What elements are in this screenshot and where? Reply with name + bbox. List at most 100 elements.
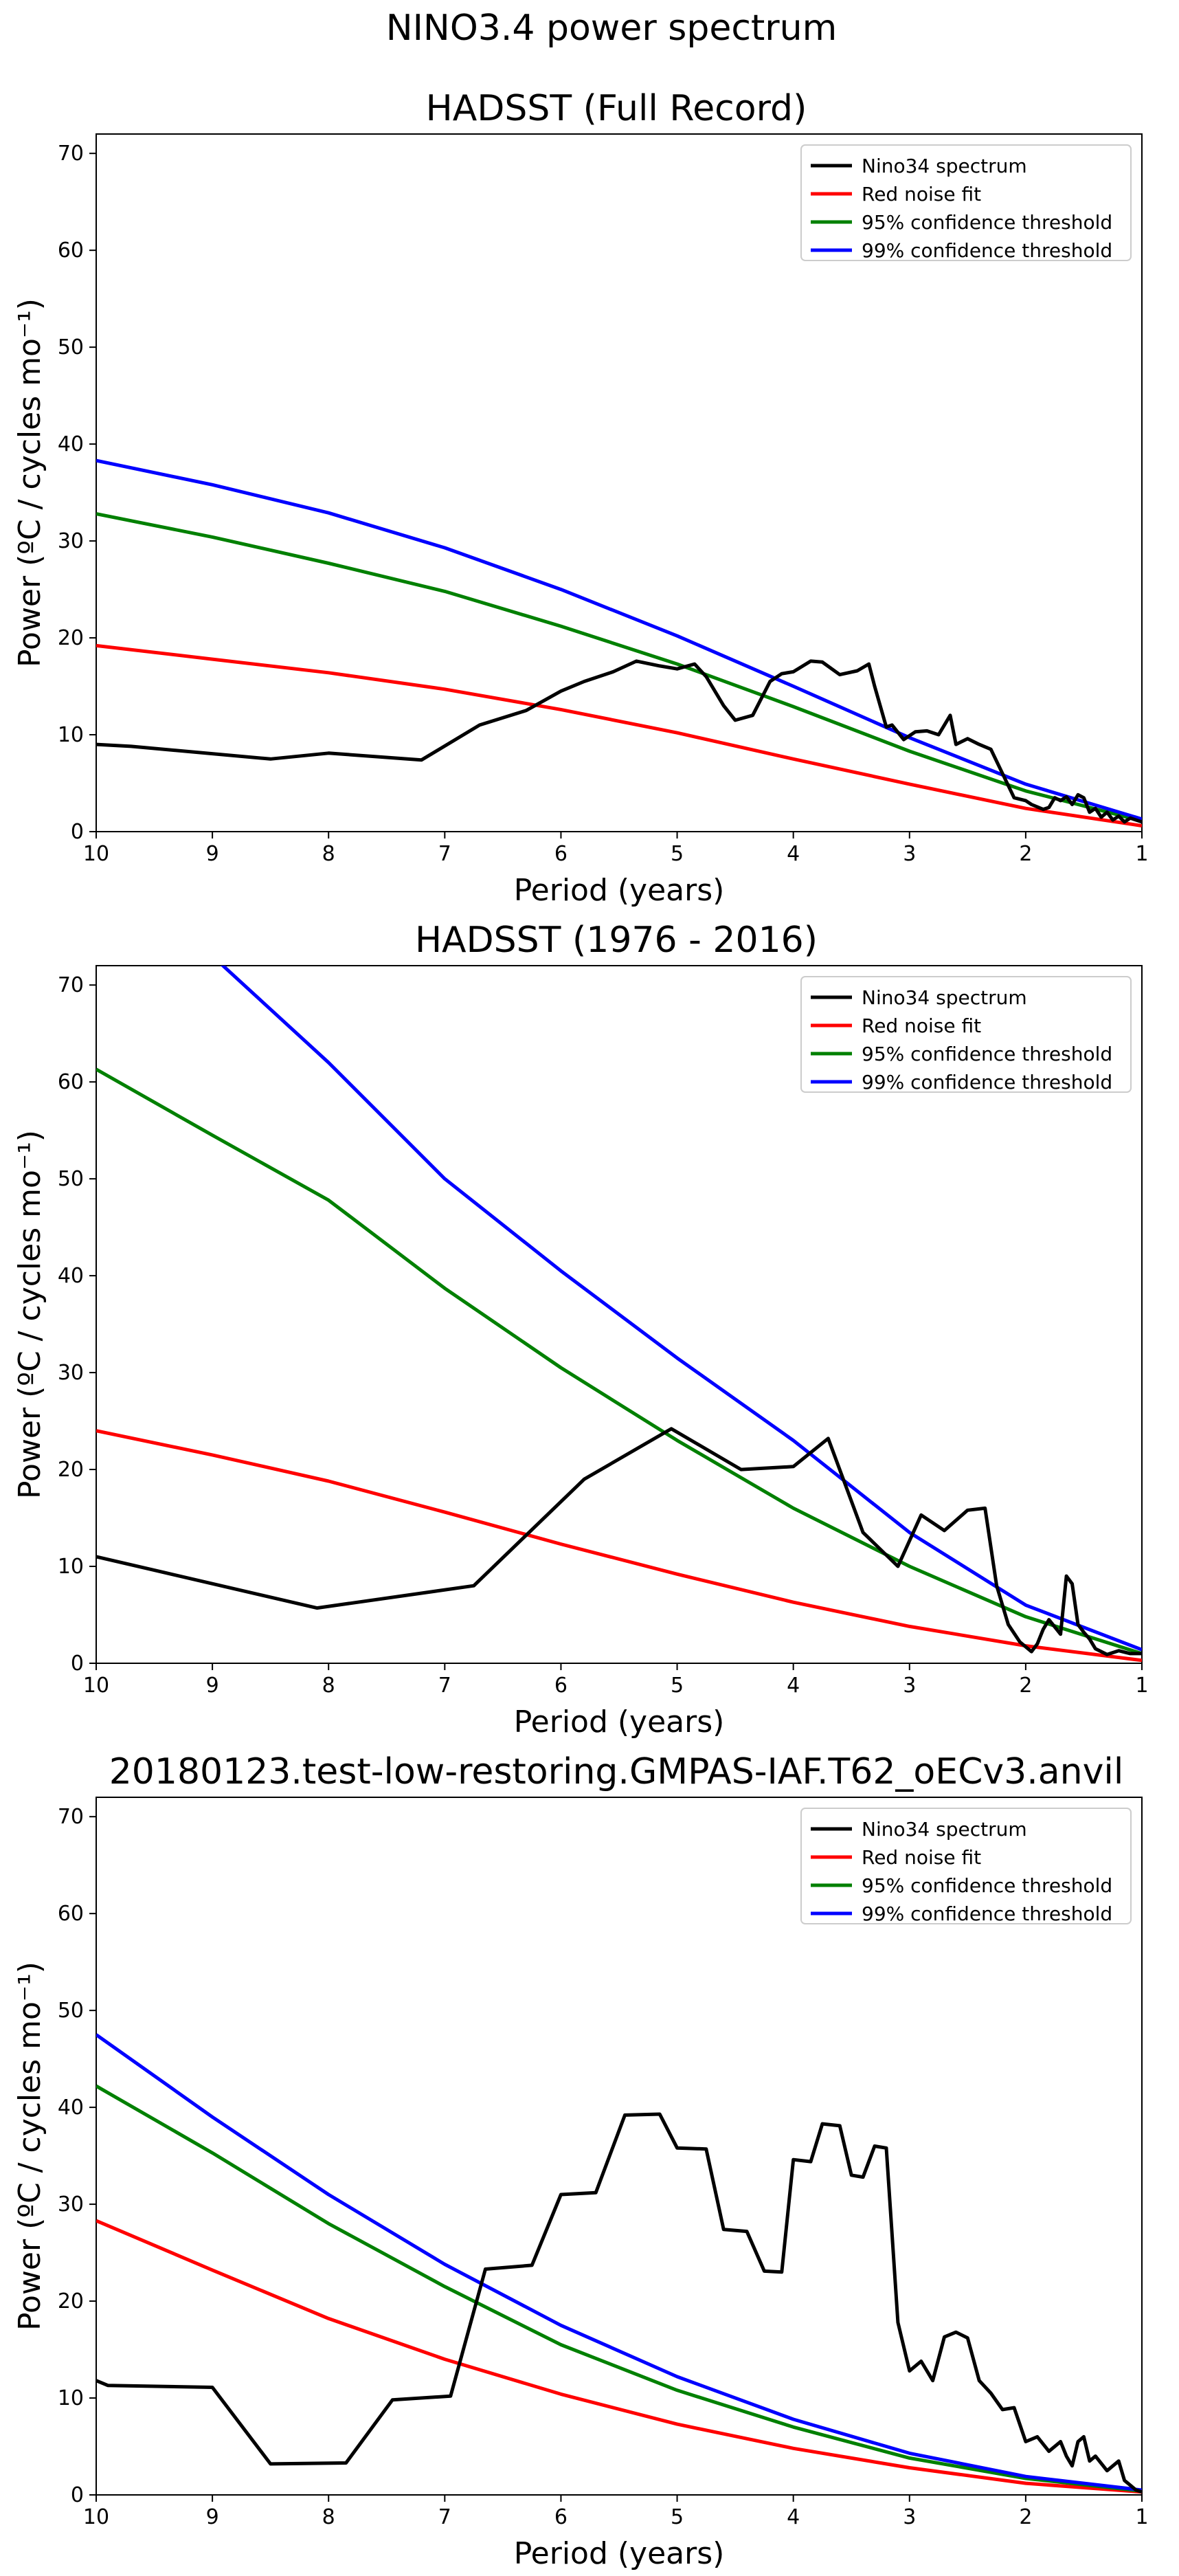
figure-suptitle: NINO3.4 power spectrum [386,8,838,49]
legend: Nino34 spectrum Red noise fit 95% confiden… [800,976,1132,1093]
legend-label: 95% confidence threshold [862,1874,1112,1897]
legend: Nino34 spectrum Red noise fit 95% confiden… [800,1808,1132,1925]
x-tick-label: 10 [83,2505,109,2529]
x-tick-label: 3 [903,2505,916,2529]
x-tick-label: 8 [322,842,335,866]
series-line-nino34-spectrum [96,2112,1142,2494]
legend-label: Nino34 spectrum [862,155,1027,177]
legend-label: 99% confidence threshold [862,1902,1112,1925]
panel-2: HADSST (1976 - 2016) 10 9 8 7 6 5 4 3 2 101020304… [12,920,1149,1740]
series-line-red-noise-fit [96,1429,1142,1663]
series-line-red-noise-fit [96,2219,1142,2494]
x-tick-label: 5 [671,842,684,866]
x-tick-label: 8 [322,1674,335,1698]
y-tick-label: 70 [58,973,84,997]
x-tick-label: 7 [438,1674,451,1698]
y-tick-label: 20 [58,626,84,650]
series-line-99-confidence-threshold [220,966,1142,1652]
y-tick-label: 60 [58,1902,84,1926]
legend-label: 99% confidence threshold [862,1071,1112,1093]
panel-3: 20180123.test-low-restoring.GMPAS-IAF.T6… [12,1751,1149,2571]
x-tick-label: 4 [787,842,800,866]
panel-1-title: HADSST (Full Record) [426,88,807,129]
panel-2-axes-frame [96,965,1143,1664]
x-axis-label: Period (years) [514,1705,725,1740]
series-line-95-confidence-threshold [96,512,1142,823]
panel-1: HADSST (Full Record) 10 9 8 7 6 5 4 3 2 101020304… [12,88,1149,908]
x-tick-label: 7 [438,2505,451,2529]
series-line-nino34-spectrum [96,659,1142,824]
y-tick-label: 50 [58,1999,84,2023]
y-tick-label: 20 [58,1458,84,1482]
legend: Nino34 spectrum Red noise fit 95% confiden… [800,144,1132,262]
y-tick-label: 30 [58,1361,84,1385]
y-tick-label: 70 [58,1805,84,1829]
x-tick-label: 1 [1135,842,1148,866]
legend-label: 95% confidence threshold [862,211,1112,234]
legend-label: 99% confidence threshold [862,239,1112,262]
panel-3-axes-frame [96,1797,1143,2496]
legend-label: Nino34 spectrum [862,1818,1027,1841]
x-axis-label: Period (years) [514,873,725,908]
legend-label: Red noise fit [862,1014,981,1037]
y-tick-label: 30 [58,2192,84,2217]
legend-box [800,1808,1132,1924]
x-tick-label: 1 [1135,1674,1148,1698]
x-tick-label: 6 [554,1674,568,1698]
series-line-nino34-spectrum [96,1427,1142,1656]
x-tick-label: 9 [206,1674,219,1698]
x-tick-label: 5 [671,2505,684,2529]
y-axis-label: Power (ºC / cycles mo⁻¹) [12,1130,47,1499]
x-tick-label: 6 [554,842,568,866]
x-tick-label: 2 [1019,842,1032,866]
x-tick-label: 5 [671,1674,684,1698]
legend-label: 95% confidence threshold [862,1043,1112,1065]
y-tick-label: 10 [58,1555,84,1579]
y-tick-label: 10 [58,723,84,747]
panel-2-title: HADSST (1976 - 2016) [415,920,818,961]
series-line-99-confidence-threshold [96,458,1142,821]
y-tick-label: 20 [58,2289,84,2313]
x-tick-label: 2 [1019,2505,1032,2529]
legend-label: Nino34 spectrum [862,986,1027,1009]
y-tick-label: 60 [58,238,84,263]
y-tick-label: 40 [58,1264,84,1288]
y-axis-label: Power (ºC / cycles mo⁻¹) [12,298,47,667]
x-tick-label: 9 [206,2505,219,2529]
y-tick-label: 10 [58,2386,84,2410]
series-line-95-confidence-threshold [96,2084,1142,2493]
y-tick-label: 40 [58,432,84,456]
x-tick-label: 4 [787,2505,800,2529]
legend-label: Red noise fit [862,1846,981,1869]
y-tick-label: 0 [71,820,84,844]
legend-box [800,976,1132,1093]
x-tick-label: 3 [903,1674,916,1698]
series-line-99-confidence-threshold [96,2033,1142,2492]
x-tick-label: 8 [322,2505,335,2529]
y-tick-label: 50 [58,1167,84,1191]
x-tick-label: 3 [903,842,916,866]
legend-box [800,144,1132,261]
y-tick-label: 60 [58,1070,84,1094]
y-axis-label: Power (ºC / cycles mo⁻¹) [12,1962,47,2331]
x-tick-label: 10 [83,1674,109,1698]
y-tick-label: 40 [58,2096,84,2120]
y-tick-label: 50 [58,335,84,359]
panel-3-title: 20180123.test-low-restoring.GMPAS-IAF.T6… [109,1751,1124,1792]
panel-1-axes-frame [96,133,1143,832]
x-tick-label: 2 [1019,1674,1032,1698]
x-tick-label: 4 [787,1674,800,1698]
x-axis-label: Period (years) [514,2536,725,2571]
x-tick-label: 10 [83,842,109,866]
legend-label: Red noise fit [862,183,981,206]
series-line-red-noise-fit [96,643,1142,828]
y-tick-label: 30 [58,529,84,553]
x-tick-label: 6 [554,2505,568,2529]
y-tick-label: 70 [58,142,84,166]
series-line-95-confidence-threshold [96,1067,1142,1656]
y-tick-label: 0 [71,2483,84,2507]
